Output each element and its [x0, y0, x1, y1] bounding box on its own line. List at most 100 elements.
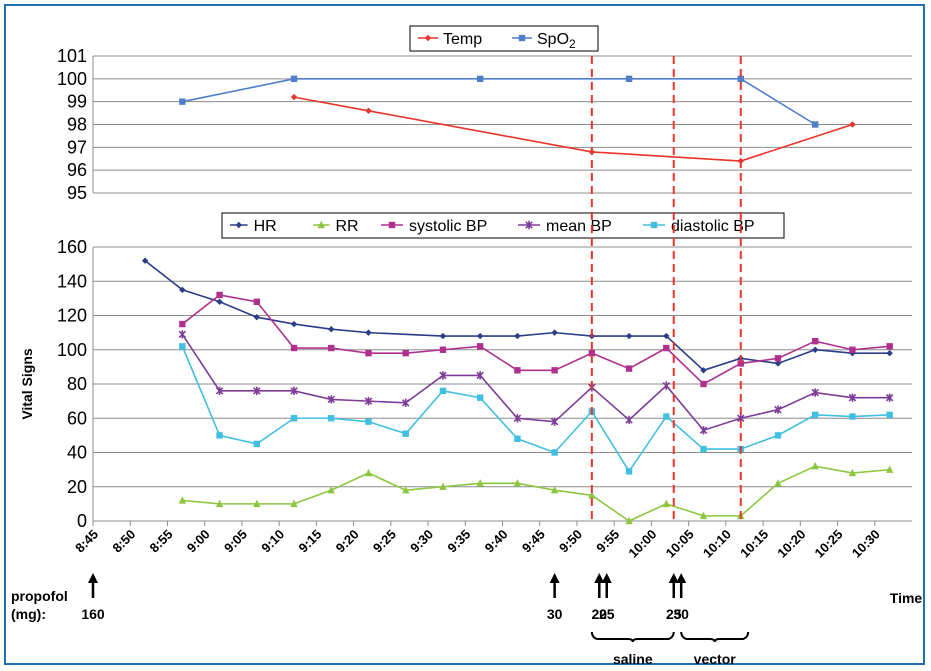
series-systolic-bp [179, 291, 893, 388]
data-point-rr [811, 462, 819, 470]
bottom-y-tick-label: 0 [77, 511, 87, 531]
series-line-rr [182, 465, 890, 522]
data-point-mean-bp [513, 414, 522, 423]
data-point-diastolic-bp [216, 432, 223, 439]
data-point-systolic-bp [625, 365, 633, 372]
legend-marker-diastolic-bp [650, 221, 658, 229]
data-point-mean-bp [215, 386, 224, 396]
series-rr [178, 462, 894, 525]
data-point-systolic-bp [774, 355, 782, 362]
data-point-rr [402, 485, 410, 494]
data-point-mean-bp [290, 386, 298, 396]
x-tick-label: 9:05 [221, 527, 250, 556]
data-point-systolic-bp [439, 346, 447, 353]
data-point-diastolic-bp [514, 435, 521, 442]
data-point-mean-bp [476, 371, 484, 380]
bracket-saline [590, 631, 675, 643]
x-tick-label: 10:20 [774, 527, 808, 561]
x-tick-label: 9:35 [444, 527, 473, 556]
data-point-diastolic-bp [290, 415, 298, 422]
data-point-rr [253, 499, 261, 508]
dose-label: 25 [666, 606, 682, 622]
top-legend: Temp SpO2 [409, 25, 599, 52]
data-point-spo2 [812, 121, 819, 128]
data-point-rr [513, 479, 522, 487]
data-point-spo2 [625, 75, 633, 83]
data-point-rr [662, 499, 670, 508]
x-tick-label: 10:25 [812, 527, 846, 561]
x-tick-label: 9:15 [295, 527, 324, 556]
top-y-tick-label: 101 [57, 46, 87, 66]
dose-arrow-head [676, 573, 687, 583]
data-point-rr [885, 465, 894, 473]
data-point-mean-bp [401, 398, 410, 408]
dose-label: 30 [673, 606, 689, 622]
data-point-hr [476, 332, 484, 340]
data-point-spo2 [290, 75, 298, 83]
bottom-y-tick-label: 120 [57, 306, 87, 326]
dose-arrow-head [549, 573, 560, 583]
data-point-systolic-bp [290, 344, 298, 352]
data-point-diastolic-bp [179, 343, 186, 350]
x-tick-label: 10:15 [737, 527, 771, 561]
data-point-rr [215, 499, 224, 508]
top-y-tick-label: 98 [67, 115, 87, 135]
data-point-hr [439, 332, 447, 340]
top-y-tick-label: 95 [67, 183, 87, 203]
x-axis-label: Time [890, 590, 923, 606]
x-tick-label: 9:10 [258, 527, 287, 556]
data-point-systolic-bp [663, 344, 670, 352]
data-point-hr [365, 329, 372, 336]
legend-label-spo2: SpO2 [537, 31, 576, 51]
data-point-systolic-bp [402, 349, 409, 357]
dose-label: 30 [547, 606, 563, 622]
data-point-diastolic-bp [402, 430, 409, 437]
x-tick-label: 10:00 [625, 527, 659, 561]
data-point-mean-bp [774, 405, 782, 414]
propofol-units-label: (mg): [11, 606, 46, 622]
series-line-temp [293, 96, 853, 162]
data-point-hr [253, 314, 260, 321]
data-point-diastolic-bp [663, 413, 670, 420]
data-point-mean-bp [811, 388, 819, 397]
x-tick-label: 10:10 [700, 527, 734, 561]
data-point-rr [699, 511, 708, 520]
data-point-systolic-bp [551, 367, 558, 374]
data-point-diastolic-bp [812, 411, 819, 419]
data-point-mean-bp [848, 393, 857, 402]
legend-marker-mean-bp [525, 220, 533, 230]
legend-marker-systolic-bp [388, 221, 396, 229]
bottom-y-tick-label: 140 [57, 271, 87, 291]
data-point-mean-bp [699, 426, 708, 435]
x-tick-label: 9:50 [556, 527, 585, 556]
data-point-rr [848, 468, 857, 477]
data-point-hr [812, 346, 819, 353]
data-point-mean-bp [439, 371, 447, 380]
bottom-y-tick-label: 40 [67, 443, 87, 463]
legend-marker-hr [235, 221, 242, 229]
x-tick-label: 9:40 [482, 527, 511, 556]
top-y-tick-label: 99 [67, 92, 87, 112]
data-point-spo2 [476, 75, 484, 83]
data-point-rr [364, 468, 373, 477]
dose-label: 160 [81, 606, 105, 622]
data-point-diastolic-bp [365, 418, 372, 425]
series-line-mean-bp [181, 333, 890, 432]
top-legend-box [409, 25, 599, 52]
data-point-diastolic-bp [439, 387, 447, 395]
bracket-label-vector: vector [694, 651, 737, 667]
x-tick-label: 9:25 [370, 527, 399, 556]
data-point-mean-bp [550, 417, 559, 426]
data-point-diastolic-bp [774, 432, 782, 439]
top-y-tick-label: 96 [67, 160, 87, 180]
x-tick-label: 8:50 [109, 527, 138, 556]
dose-label: 20 [592, 606, 608, 622]
data-point-diastolic-bp [253, 440, 260, 448]
data-point-systolic-bp [737, 360, 744, 367]
data-point-rr [178, 496, 187, 504]
x-tick-label: 9:00 [184, 527, 213, 556]
legend-label-temp: Temp [443, 31, 482, 48]
series-hr [141, 257, 893, 374]
